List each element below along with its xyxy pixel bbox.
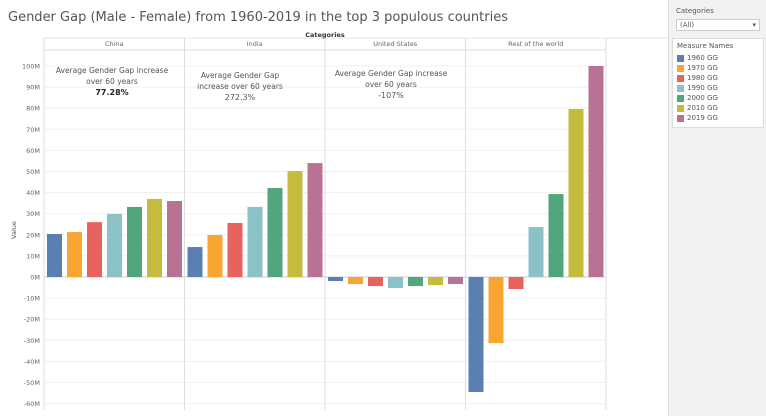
bar-2010-gg: [428, 277, 443, 286]
bar-1990-gg: [388, 277, 403, 288]
bar-2019-gg: [588, 66, 604, 277]
legend-swatch: [677, 54, 684, 62]
legend-item[interactable]: 1990 GG: [677, 84, 759, 92]
legend-swatch: [677, 74, 684, 82]
bar-1970-gg: [348, 277, 363, 284]
side-panel: Categories (All) ▾ Measure Names 1960 GG 1…: [668, 0, 766, 416]
y-axis-label: Value: [10, 221, 18, 239]
legend-label: 1960 GG: [687, 54, 718, 62]
legend-label: 2019 GG: [687, 114, 718, 122]
legend-label: 2010 GG: [687, 104, 718, 112]
bar-chart: Categories 100M 90M 80M 70M 60M 50M 40M 30M 20M 10…: [10, 31, 668, 410]
legend-swatch: [677, 94, 684, 102]
bar-1970-gg: [488, 277, 504, 344]
y-tick-label: -60M: [24, 400, 40, 408]
category-header: China: [105, 40, 124, 48]
legend: Measure Names 1960 GG 1970 GG 1980 GG 1990 …: [672, 38, 764, 128]
y-tick-label: 100M: [22, 63, 40, 71]
legend-swatch: [677, 114, 684, 122]
category-header: India: [247, 40, 263, 48]
annotation-china: Average Gender Gap increase over 60 year…: [55, 66, 169, 97]
y-tick-label: 70M: [26, 126, 40, 134]
y-tick-label: 20M: [26, 231, 40, 239]
bar-2000-gg: [127, 206, 142, 277]
bar-2010-gg: [147, 198, 162, 277]
y-tick-label: 0M: [30, 274, 40, 282]
legend-item[interactable]: 2019 GG: [677, 114, 759, 122]
filter-label: Categories: [676, 7, 714, 15]
y-tick-label: 60M: [26, 147, 40, 155]
column-header: Categories: [305, 31, 345, 39]
bar-1980-gg: [368, 277, 383, 287]
y-tick-label: -50M: [24, 379, 40, 387]
bar-2010-gg: [568, 109, 584, 277]
legend-item[interactable]: 2000 GG: [677, 94, 759, 102]
legend-swatch: [677, 64, 684, 72]
legend-item[interactable]: 1980 GG: [677, 74, 759, 82]
legend-label: 1990 GG: [687, 84, 718, 92]
legend-label: 2000 GG: [687, 94, 718, 102]
legend-swatch: [677, 84, 684, 92]
legend-item[interactable]: 1960 GG: [677, 54, 759, 62]
annotation-us: Average Gender Gap increase over 60 year…: [334, 69, 448, 100]
bar-1980-gg: [227, 222, 243, 277]
y-tick-label: -30M: [24, 337, 40, 345]
categories-dropdown[interactable]: (All) ▾: [676, 19, 760, 31]
y-tick-label: 50M: [26, 168, 40, 176]
bar-2019-gg: [167, 201, 182, 277]
legend-label: 1980 GG: [687, 74, 718, 82]
legend-item[interactable]: 2010 GG: [677, 104, 759, 112]
bar-2000-gg: [408, 277, 423, 287]
bar-2000-gg: [548, 194, 564, 277]
dropdown-value: (All): [680, 21, 695, 29]
legend-label: 1970 GG: [687, 64, 718, 72]
bar-1990-gg: [528, 226, 544, 277]
bar-1970-gg: [67, 232, 82, 277]
legend-item[interactable]: 1970 GG: [677, 64, 759, 72]
bar-2019-gg: [307, 163, 323, 277]
y-tick-label: 30M: [26, 210, 40, 218]
bar-1990-gg: [247, 206, 263, 277]
bar-1960-gg: [187, 247, 203, 277]
bar-1960-gg: [328, 277, 343, 282]
y-tick-label: 80M: [26, 105, 40, 113]
y-tick-label: 10M: [26, 252, 40, 260]
bar-1960-gg: [47, 233, 62, 277]
y-tick-label: 40M: [26, 189, 40, 197]
bar-2019-gg: [448, 277, 463, 284]
y-tick-label: 90M: [26, 84, 40, 92]
categories-filter: Categories (All) ▾: [672, 4, 764, 34]
bar-1980-gg: [87, 222, 102, 277]
bar-1980-gg: [508, 277, 524, 290]
bar-2000-gg: [267, 187, 283, 277]
bar-1960-gg: [468, 277, 484, 392]
bar-1990-gg: [107, 213, 122, 277]
dropdown-arrow-icon: ▾: [752, 21, 756, 29]
bar-1970-gg: [207, 235, 223, 277]
category-header: United States: [373, 40, 418, 48]
bar-2010-gg: [287, 171, 303, 277]
y-tick-label: -10M: [24, 295, 40, 303]
annotation-india: Average Gender Gap increase over 60 year…: [197, 71, 283, 102]
legend-title: Measure Names: [677, 42, 734, 50]
y-tick-label: -40M: [24, 358, 40, 366]
category-header: Rest of the world: [508, 40, 563, 48]
legend-swatch: [677, 104, 684, 112]
y-tick-label: -20M: [24, 316, 40, 324]
chart-title: Gender Gap (Male - Female) from 1960-201…: [8, 10, 508, 25]
